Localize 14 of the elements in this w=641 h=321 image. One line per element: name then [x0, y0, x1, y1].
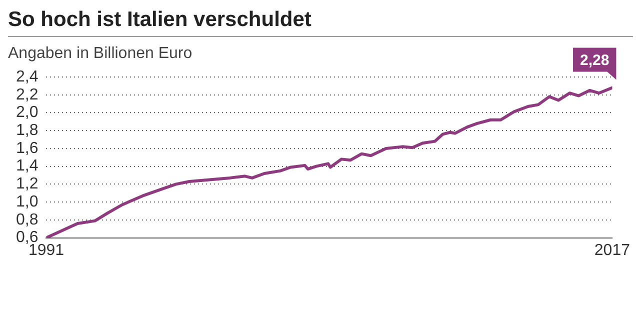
- y-tick-label: 2,4: [16, 68, 38, 86]
- y-tick-label: 1,0: [16, 193, 38, 210]
- y-tick-label: 2,0: [16, 104, 38, 122]
- y-tick-label: 1,6: [16, 140, 38, 157]
- y-tick-label: 1,8: [16, 122, 38, 140]
- x-tick-label: 2017: [594, 242, 630, 259]
- y-tick-label: 1,2: [16, 176, 38, 193]
- chart-subtitle: Angaben in Billionen Euro: [8, 45, 192, 62]
- x-tick-label: 1991: [28, 242, 64, 259]
- y-tick-label: 0,8: [16, 211, 38, 228]
- annotation: 2,28: [580, 52, 610, 69]
- y-tick-label: 1,4: [16, 158, 38, 175]
- y-tick-label: 2,2: [16, 86, 38, 104]
- chart-title: So hoch ist Italien verschuldet: [8, 8, 633, 37]
